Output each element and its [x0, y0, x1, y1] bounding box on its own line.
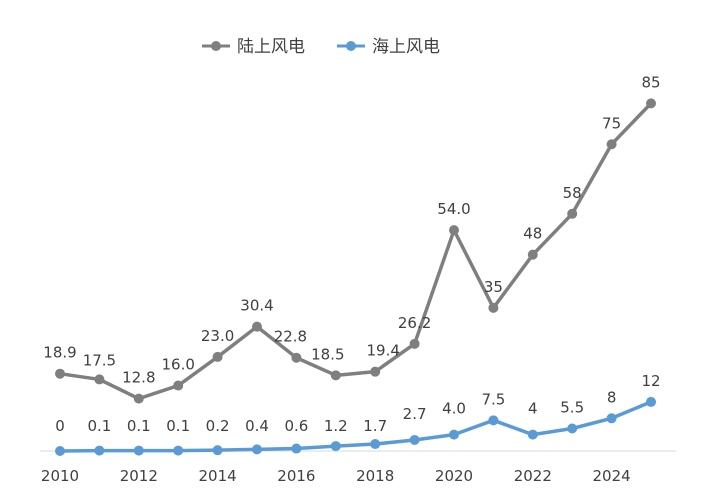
data-label-s1-2014: 0.2	[206, 417, 230, 435]
data-label-s0-2017: 18.5	[311, 345, 344, 363]
x-tick-label-2020: 2020	[435, 467, 473, 485]
data-label-s0-2013: 16.0	[161, 356, 194, 374]
data-label-s0-2010: 18.9	[43, 344, 76, 362]
data-label-s1-2012: 0.1	[127, 417, 151, 435]
data-label-s0-2020: 54.0	[437, 200, 470, 218]
data-label-s0-2011: 17.5	[83, 351, 116, 369]
data-point-s1-2016	[291, 443, 302, 454]
legend-label-1: 海上风电	[372, 37, 440, 57]
data-label-s1-2022: 4	[528, 400, 538, 418]
data-label-s0-2018: 19.4	[366, 342, 399, 360]
data-label-s1-2018: 1.7	[363, 417, 387, 435]
data-label-s1-2020: 4.0	[442, 400, 466, 418]
data-label-s1-2019: 2.7	[403, 405, 427, 423]
legend-swatch-marker-0	[211, 41, 221, 51]
data-point-s0-2024	[606, 139, 617, 150]
data-point-s1-2012	[133, 445, 144, 456]
data-label-s0-2016: 22.8	[274, 328, 307, 346]
data-label-s1-2024: 8	[607, 388, 617, 406]
data-point-s1-2013	[173, 445, 184, 456]
data-point-s0-2023	[567, 208, 578, 219]
data-point-s0-2017	[330, 370, 341, 381]
data-point-s0-2014	[212, 351, 223, 362]
data-point-s0-2016	[291, 352, 302, 363]
data-point-s0-2011	[94, 374, 105, 385]
data-point-s0-2019	[409, 338, 420, 349]
data-label-s0-2025: 85	[641, 73, 660, 91]
data-point-s0-2012	[133, 393, 144, 404]
series-layer	[55, 98, 656, 456]
data-point-s1-2015	[252, 444, 262, 455]
data-label-s1-2013: 0.1	[166, 417, 190, 435]
series-line-1	[58, 400, 653, 453]
data-point-s0-2015	[252, 321, 262, 332]
x-tick-label-2022: 2022	[514, 467, 552, 485]
x-tick-label-2010: 2010	[41, 467, 79, 485]
data-point-s1-2025	[646, 396, 656, 407]
data-label-s1-2017: 1.2	[324, 417, 348, 435]
data-label-s1-2023: 5.5	[560, 399, 584, 417]
x-tick-label-2024: 2024	[593, 467, 631, 485]
data-label-s1-2016: 0.6	[284, 417, 308, 435]
x-tick-label-2014: 2014	[199, 467, 237, 485]
data-point-s0-2013	[173, 380, 184, 391]
data-label-s1-2011: 0.1	[87, 417, 111, 435]
data-point-s1-2024	[606, 413, 617, 424]
data-point-s1-2023	[567, 423, 578, 434]
data-label-s1-2010: 0	[55, 417, 65, 435]
data-point-s1-2017	[330, 441, 341, 452]
data-label-s0-2014: 23.0	[201, 327, 234, 345]
data-label-s0-2023: 58	[563, 184, 582, 202]
data-label-s0-2022: 48	[523, 225, 542, 243]
data-point-s1-2014	[212, 445, 223, 456]
data-label-s0-2024: 75	[602, 114, 621, 132]
legend-label-0: 陆上风电	[237, 37, 305, 57]
data-point-s1-2019	[409, 434, 420, 445]
data-label-s1-2021: 7.5	[481, 390, 505, 408]
data-point-s0-2025	[646, 98, 656, 109]
data-point-s0-2021	[488, 302, 499, 313]
data-label-s1-2025: 12	[641, 372, 660, 390]
data-point-s0-2018	[370, 366, 381, 377]
x-axis-tick-labels: 2010 2012 2014 2016 2018 2020 2022 2024	[41, 467, 631, 485]
data-label-s0-2021: 35	[484, 278, 503, 296]
data-label-s1-2015: 0.4	[245, 417, 269, 435]
data-point-s1-2018	[370, 439, 381, 450]
data-point-s0-2010	[55, 368, 65, 379]
data-point-s0-2022	[527, 249, 538, 260]
legend-swatch-marker-1	[346, 41, 356, 51]
x-tick-label-2016: 2016	[277, 467, 315, 485]
x-tick-label-2012: 2012	[120, 467, 158, 485]
data-point-s1-2011	[94, 445, 105, 456]
data-point-s0-2020	[449, 225, 459, 236]
series-line-0	[58, 101, 653, 401]
data-labels-layer: 18.9 17.5 12.8 16.0 23.0 30.422.818.5 19.4 26.2…	[43, 73, 660, 435]
legend: 陆上风电 海上风电	[202, 37, 440, 57]
data-point-s1-2021	[488, 415, 499, 426]
data-label-s0-2019: 26.2	[398, 314, 431, 332]
data-label-s0-2012: 12.8	[122, 369, 155, 387]
data-point-s1-2010	[55, 446, 65, 456]
data-point-s1-2020	[449, 429, 459, 440]
data-point-s1-2022	[527, 429, 538, 440]
x-tick-label-2018: 2018	[356, 467, 394, 485]
data-label-s0-2015: 30.4	[240, 297, 273, 315]
